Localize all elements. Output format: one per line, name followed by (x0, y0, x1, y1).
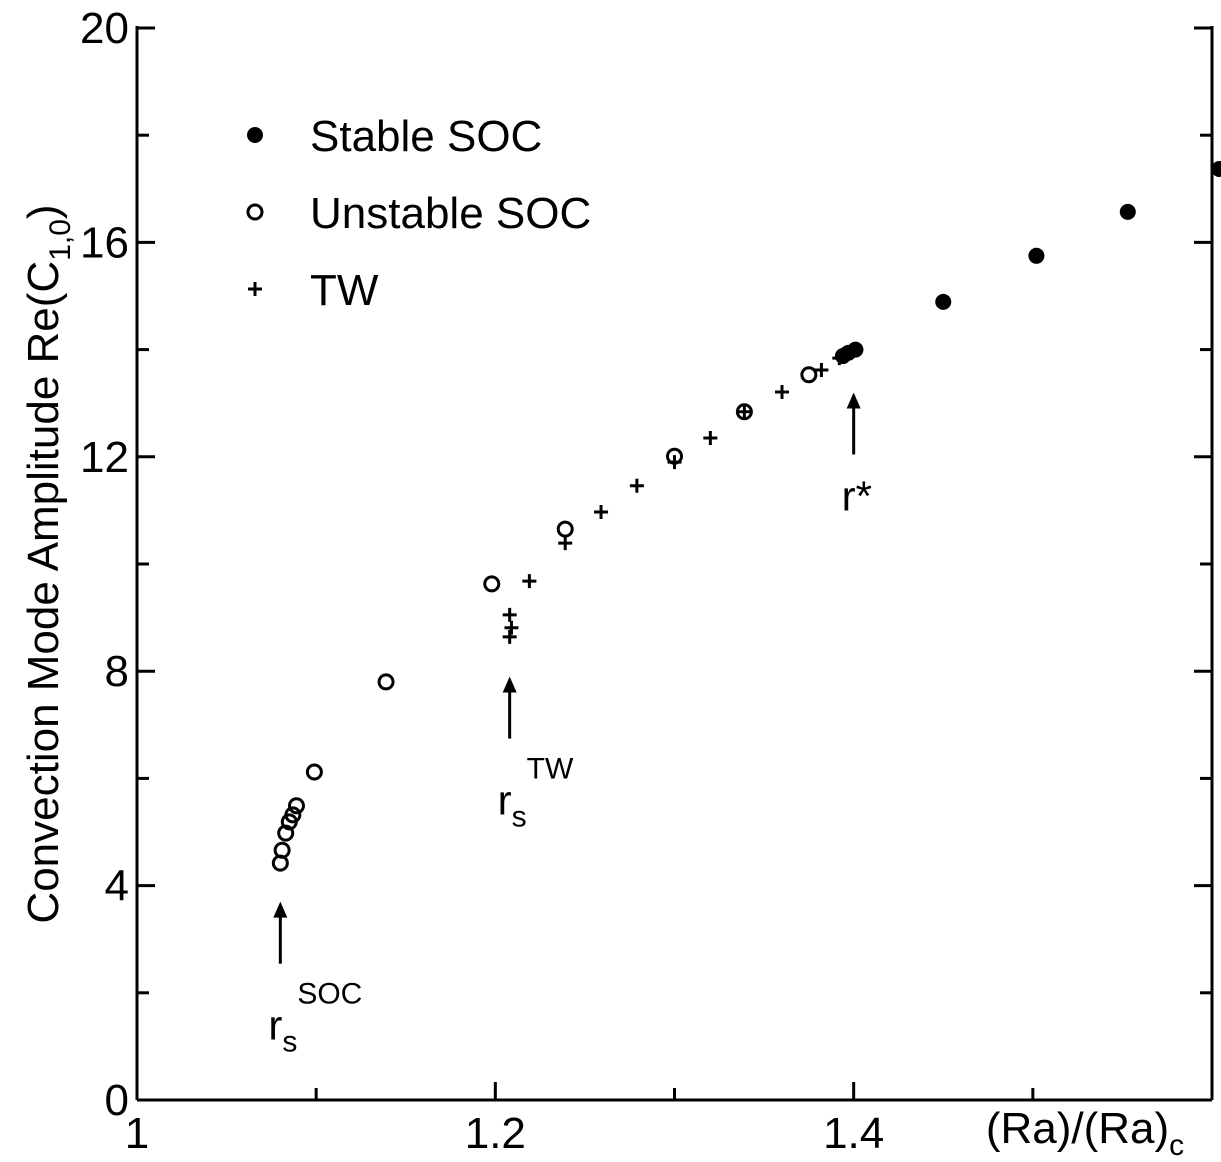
point (629, 478, 644, 493)
point (832, 351, 847, 366)
point (703, 431, 718, 446)
annotation-sub: s (282, 1026, 297, 1059)
y-axis-label-end: ) (19, 204, 68, 219)
point (847, 341, 864, 358)
x-tick-label: 1.4 (823, 1109, 884, 1158)
x-tick-label: 1.2 (465, 1109, 526, 1158)
point (305, 763, 323, 781)
x-axis-label-main: (Ra)/(Ra) (986, 1104, 1169, 1153)
y-axis-label-main: Convection Mode Amplitude Re(C (19, 261, 68, 924)
x-axis-label: (Ra)/(Ra)c (986, 1104, 1184, 1162)
x-tick-label: 1 (125, 1109, 149, 1158)
annotation-sup: TW (527, 753, 574, 786)
y-tick-label: 4 (105, 862, 129, 911)
point (502, 629, 517, 644)
point (594, 505, 609, 520)
point (273, 841, 291, 859)
annotation-text: r (498, 777, 512, 824)
annotation: rsTW (498, 753, 574, 834)
point (935, 293, 952, 310)
annotation-sup: SOC (297, 978, 362, 1011)
annotation-sub: s (512, 801, 527, 834)
y-axis-label-sub: 1,0 (44, 219, 77, 261)
point (502, 607, 517, 622)
point (1211, 160, 1221, 177)
legend-symbol (246, 203, 264, 221)
annotation-text: r* (842, 472, 872, 519)
point (800, 366, 818, 384)
legend-symbol (247, 127, 263, 143)
annotation: r* (842, 472, 872, 519)
y-tick-label: 8 (105, 647, 129, 696)
annotation-text: r (268, 1002, 282, 1049)
y-tick-label: 12 (80, 433, 129, 482)
point (667, 455, 682, 470)
point (284, 806, 302, 824)
annotation-arrowhead (846, 392, 861, 409)
point (504, 620, 519, 635)
legend-label: TW (310, 266, 379, 315)
x-axis-label-sub: c (1169, 1129, 1184, 1162)
y-tick-label: 20 (80, 4, 129, 53)
legend-label: Unstable SOC (310, 189, 591, 238)
point (558, 536, 573, 551)
legend-label: Stable SOC (310, 112, 542, 161)
annotation-arrowhead (273, 901, 288, 918)
annotation: rsSOC (268, 978, 362, 1059)
point (377, 673, 395, 691)
point (1119, 203, 1136, 220)
point (775, 384, 789, 399)
y-tick-label: 16 (80, 218, 129, 267)
point (287, 797, 305, 815)
point (737, 404, 752, 419)
annotation-arrowhead (502, 676, 517, 693)
point (522, 574, 537, 589)
point (1028, 247, 1045, 264)
point (483, 575, 501, 593)
y-axis-label: Convection Mode Amplitude Re(C1,0) (19, 204, 77, 923)
point (556, 520, 574, 538)
y-tick-label: 0 (105, 1076, 129, 1125)
point (814, 362, 829, 377)
legend-symbol (248, 282, 262, 296)
